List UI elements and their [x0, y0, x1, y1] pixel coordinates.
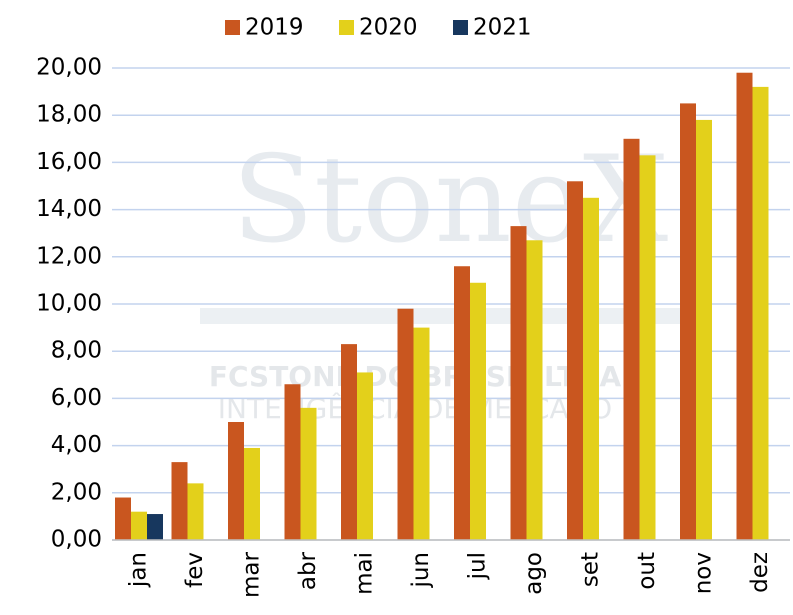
x-tick-label: jan [126, 552, 152, 588]
x-tick-label: mar [239, 551, 265, 597]
x-tick-label: set [578, 552, 604, 587]
legend-label: 2019 [245, 15, 304, 41]
bar [187, 483, 204, 540]
bar [284, 384, 301, 540]
bar [623, 138, 640, 541]
y-tick-label: 8,00 [51, 338, 102, 364]
y-tick-label: 6,00 [51, 385, 102, 411]
bar [413, 327, 430, 540]
legend-swatch [339, 20, 354, 35]
legend-swatch [225, 20, 240, 35]
y-tick-label: 12,00 [36, 243, 102, 269]
legend-label: 2021 [473, 15, 532, 41]
bar [736, 72, 753, 540]
watermark-logo: StoneX [232, 131, 668, 270]
y-tick-label: 14,00 [36, 196, 102, 222]
bar [470, 282, 486, 540]
bar [357, 372, 373, 540]
bar [147, 514, 163, 540]
x-tick-label: fev [182, 552, 208, 588]
y-tick-label: 20,00 [36, 55, 102, 81]
bar [171, 462, 188, 540]
legend-label: 2020 [359, 15, 418, 41]
y-tick-label: 16,00 [36, 149, 102, 175]
x-tick-label: jun [408, 552, 434, 589]
bar [696, 119, 712, 541]
y-tick-label: 0,00 [51, 527, 102, 553]
bar [639, 155, 656, 540]
bar [397, 308, 414, 540]
y-tick-label: 10,00 [36, 291, 102, 317]
x-tick-label: jul [465, 552, 491, 580]
x-tick-label: out [634, 552, 660, 590]
bar [115, 497, 131, 540]
bar [680, 103, 696, 541]
legend-swatch [453, 20, 468, 35]
x-tick-label: dez [747, 552, 773, 593]
bar [752, 86, 769, 540]
x-tick-label: nov [691, 552, 717, 594]
bar [567, 181, 583, 540]
bar [228, 422, 244, 540]
bar [526, 240, 543, 540]
bar [583, 197, 599, 541]
y-tick-label: 18,00 [36, 102, 102, 128]
bar [300, 407, 317, 540]
x-tick-label: mai [352, 552, 378, 595]
y-tick-label: 4,00 [51, 432, 102, 458]
bar [244, 447, 260, 540]
bar [510, 226, 527, 540]
x-tick-label: abr [295, 551, 321, 590]
bar [341, 344, 357, 540]
bar [454, 266, 470, 540]
bar [131, 511, 147, 540]
x-tick-label: ago [521, 552, 547, 595]
y-tick-label: 2,00 [51, 479, 102, 505]
